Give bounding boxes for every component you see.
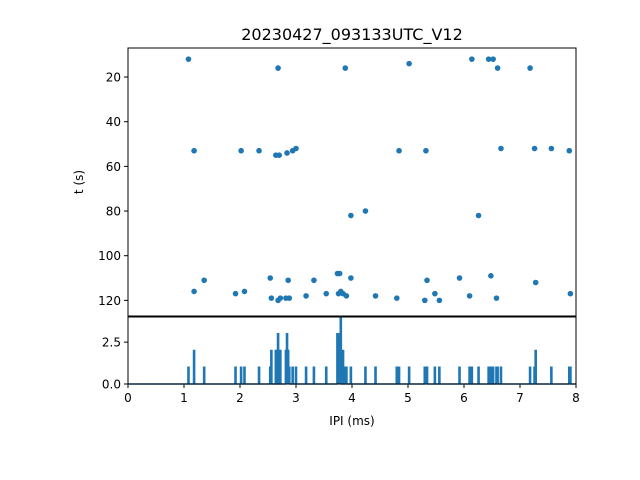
- x-axis-label: IPI (ms): [329, 414, 374, 428]
- scatter-point: [494, 65, 501, 71]
- scatter-point: [493, 295, 500, 301]
- scatter-point: [232, 290, 239, 297]
- x-tick-label: 4: [348, 391, 356, 405]
- scatter-point: [285, 277, 291, 284]
- scatter-point: [498, 145, 504, 152]
- scatter-point: [469, 56, 475, 62]
- top-y-tick-label: 20: [106, 71, 121, 85]
- scatter-point: [406, 60, 412, 67]
- x-tick-label: 0: [124, 391, 132, 405]
- scatter-point: [277, 295, 284, 301]
- scatter-point: [293, 145, 299, 152]
- scatter-point: [485, 56, 492, 62]
- scatter-point: [191, 147, 197, 154]
- top-y-tick-label: 120: [98, 294, 121, 308]
- scatter-point: [423, 147, 429, 154]
- top-axis-ticks: 20 40 60 80 100 120: [98, 71, 128, 308]
- scatter-point: [241, 288, 248, 295]
- x-tick-label: 2: [236, 391, 244, 405]
- scatter-point: [343, 293, 350, 299]
- scatter-point: [566, 147, 573, 154]
- scatter-point: [303, 293, 309, 299]
- scatter-point: [185, 56, 192, 62]
- scatter-point: [490, 56, 496, 62]
- x-tick-label: 5: [404, 391, 412, 405]
- scatter-point: [456, 275, 463, 281]
- scatter-point: [191, 288, 197, 295]
- scatter-point: [311, 277, 317, 284]
- scatter-point: [422, 297, 428, 304]
- scatter-point: [531, 145, 538, 152]
- scatter-point: [396, 147, 402, 154]
- scatter-point: [268, 295, 275, 301]
- top-y-tick-label: 60: [106, 160, 121, 174]
- top-axes-frame: [127, 47, 577, 317]
- x-tick-label: 1: [180, 391, 188, 405]
- scatter-point: [323, 290, 330, 297]
- y-axis-label-top: t (s): [72, 170, 86, 194]
- scatter-point: [372, 293, 379, 299]
- scatter-point: [567, 290, 574, 297]
- scatter-point: [256, 147, 262, 154]
- bottom-axes-frame: [127, 316, 577, 385]
- scatter-point: [348, 212, 354, 219]
- scatter-point: [284, 150, 290, 156]
- scatter-point: [267, 275, 274, 281]
- x-tick-label: 6: [460, 391, 468, 405]
- scatter-point: [527, 65, 533, 71]
- bottom-axis-ticks: 0 1 2 3 4 5 6 7 8 0.0 2.5: [102, 336, 580, 405]
- scatter-point: [548, 145, 555, 152]
- scatter-point: [201, 277, 207, 284]
- scatter-point: [348, 275, 354, 281]
- scatter-point: [336, 270, 343, 277]
- scatter-point: [532, 279, 539, 286]
- top-y-tick-label: 40: [106, 115, 121, 129]
- top-y-tick-label: 80: [106, 205, 121, 219]
- scatter-point: [488, 273, 494, 279]
- top-scatter-points: [185, 56, 574, 304]
- scatter-point: [424, 277, 430, 284]
- x-tick-label: 7: [516, 391, 524, 405]
- bottom-y-tick-label: 2.5: [102, 336, 121, 350]
- x-tick-label: 8: [572, 391, 580, 405]
- scatter-point: [466, 293, 473, 299]
- scatter-point: [276, 152, 283, 158]
- scatter-point: [275, 65, 281, 71]
- scatter-point: [286, 295, 293, 301]
- bottom-y-tick-label: 0.0: [102, 378, 121, 392]
- scatter-point: [238, 147, 244, 154]
- scatter-point: [436, 297, 443, 304]
- scatter-point: [362, 208, 369, 214]
- scatter-point: [432, 290, 438, 297]
- scatter-point: [475, 212, 482, 219]
- chart-title: 20230427_093133UTC_V12: [241, 25, 463, 45]
- scatter-point: [342, 65, 349, 71]
- x-tick-label: 3: [292, 391, 300, 405]
- scatter-point: [394, 295, 400, 301]
- top-y-tick-label: 100: [98, 249, 121, 263]
